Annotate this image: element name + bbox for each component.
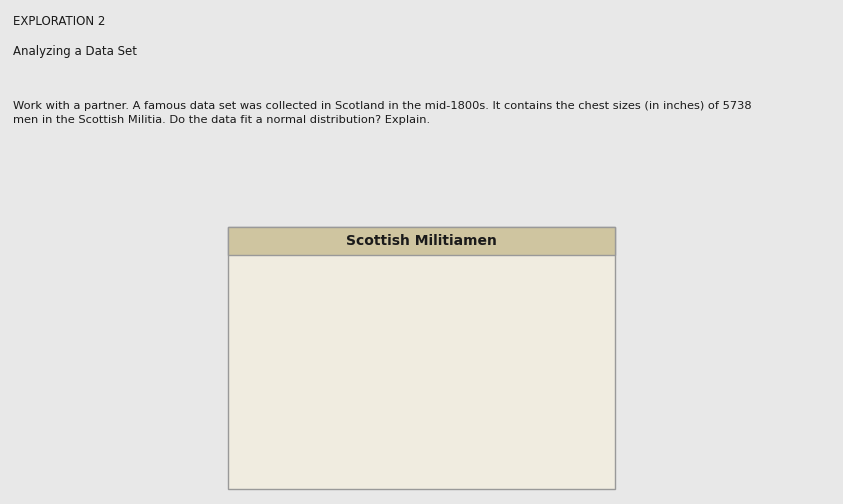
Bar xyxy=(475,353,495,451)
Bar xyxy=(331,439,352,451)
Bar xyxy=(515,425,535,451)
Text: μ = 40 in.: μ = 40 in. xyxy=(538,269,600,282)
Text: Analyzing a Data Set: Analyzing a Data Set xyxy=(13,45,137,58)
Bar xyxy=(495,404,515,451)
Bar xyxy=(433,287,454,451)
Text: EXPLORATION 2: EXPLORATION 2 xyxy=(13,15,105,28)
Text: Work with a partner. A famous data set was collected in Scotland in the mid-1800: Work with a partner. A famous data set w… xyxy=(13,101,751,125)
Text: σ = 2 in.: σ = 2 in. xyxy=(545,292,600,305)
Bar xyxy=(454,309,475,451)
Bar xyxy=(413,290,433,451)
Bar xyxy=(556,449,577,451)
Y-axis label: Frequency: Frequency xyxy=(240,319,253,392)
Bar xyxy=(393,337,413,451)
Bar xyxy=(535,444,556,451)
Bar xyxy=(373,389,393,451)
X-axis label: Chest size (inches): Chest size (inches) xyxy=(383,471,515,484)
Bar xyxy=(311,448,331,451)
Bar xyxy=(352,422,373,451)
Text: Scottish Militiamen: Scottish Militiamen xyxy=(346,234,497,247)
